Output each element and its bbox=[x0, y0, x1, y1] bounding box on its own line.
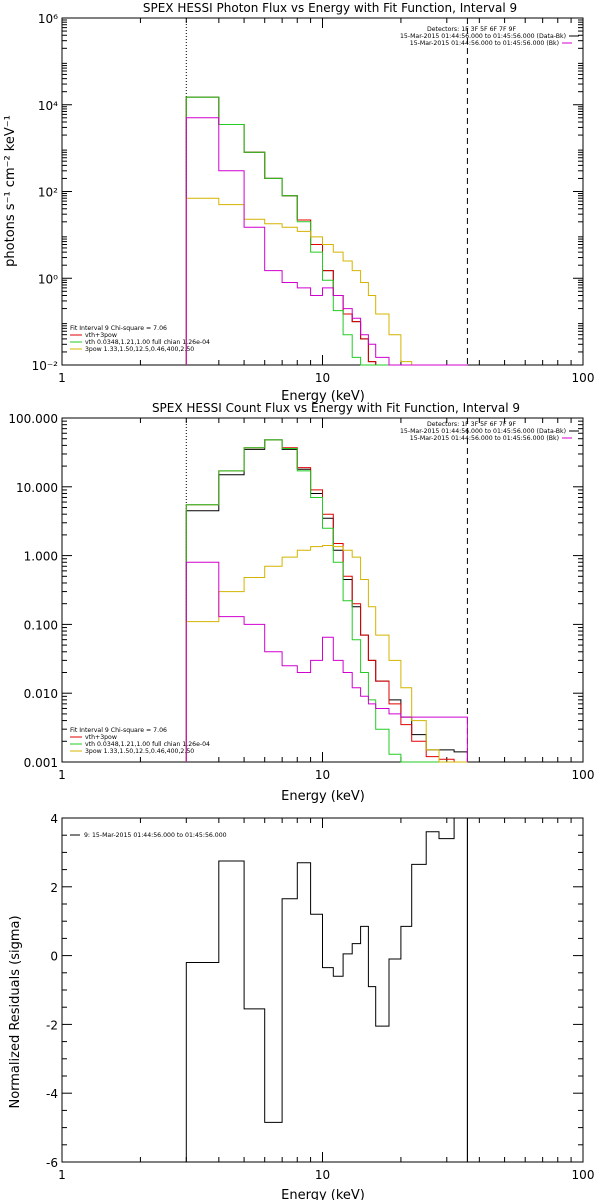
legend-top-count: Detectors: 1F 3F 5F 6F 7F 9F 15-Mar-2015… bbox=[400, 421, 579, 442]
series-residuals bbox=[185, 817, 468, 1162]
y-tick-label: 0.100 bbox=[24, 618, 58, 632]
legend-3pow: 3pow 1.33,1.50,12.5,0.46,400,2.50 bbox=[85, 346, 194, 353]
x-tick-label: 1 bbox=[58, 768, 66, 782]
series-bk bbox=[185, 117, 468, 366]
series-3pow bbox=[185, 197, 468, 366]
y-tick-label: 4 bbox=[50, 812, 58, 826]
y-tick-label: -6 bbox=[46, 1156, 58, 1170]
x-tick-label: 1 bbox=[58, 371, 66, 385]
legend-residuals: 9: 15-Mar-2015 01:44:56.000 to 01:45:56.… bbox=[70, 832, 227, 839]
plot-frame bbox=[61, 17, 584, 366]
y-tick-label: 10⁶ bbox=[38, 12, 58, 26]
y-tick-label: 2 bbox=[50, 881, 58, 895]
chart-title-photon: SPEX HESSI Photon Flux vs Energy with Fi… bbox=[143, 1, 517, 15]
x-tick-label: 100 bbox=[572, 371, 595, 385]
legend-bk-count: 15-Mar-2015 01:44:56.000 to 01:45:56.000… bbox=[410, 435, 559, 442]
y-axis-label-photon: photons s⁻¹ cm⁻² keV⁻¹ bbox=[3, 115, 18, 267]
legend-vth-count: vth 0.0348,1.21,1.00 full chian 1.26e-04 bbox=[85, 741, 210, 748]
legend-vth3pow-count: vth+3pow bbox=[85, 734, 117, 741]
y-tick-label: 100.000 bbox=[8, 412, 58, 426]
x-axis-label-count: Energy (keV) bbox=[281, 789, 365, 804]
y-tick-label: 0.010 bbox=[24, 687, 58, 701]
y-axis-label-residuals: Normalized Residuals (sigma) bbox=[8, 915, 23, 1108]
y-tick-label: -4 bbox=[46, 1087, 58, 1101]
legend-residuals-label: 9: 15-Mar-2015 01:44:56.000 to 01:45:56.… bbox=[84, 832, 227, 839]
legend-bottom-photon: Fit Interval 9 Chi-square = 7.06 vth+3po… bbox=[70, 325, 210, 353]
x-tick-label: 10 bbox=[315, 768, 330, 782]
chart-title-count: SPEX HESSI Count Flux vs Energy with Fit… bbox=[152, 401, 520, 415]
y-tick-label: 1.000 bbox=[24, 550, 58, 564]
y-tick-label: 10⁴ bbox=[38, 99, 58, 113]
legend-3pow-count: 3pow 1.33,1.50,12.5,0.46,400,2.50 bbox=[85, 748, 194, 755]
legend-vth: vth 0.0348,1.21,1.00 full chian 1.26e-04 bbox=[85, 339, 210, 346]
y-tick-label: 0 bbox=[50, 950, 58, 964]
y-tick-label: 10⁰ bbox=[38, 272, 58, 286]
series-vth bbox=[185, 439, 468, 763]
x-tick-label: 100 bbox=[572, 768, 595, 782]
legend-vth3pow: vth+3pow bbox=[85, 332, 117, 339]
legend-data-bk: 15-Mar-2015 01:44:56.000 to 01:45:56.000… bbox=[400, 33, 566, 40]
x-tick-label: 100 bbox=[572, 1168, 595, 1182]
x-tick-label: 1 bbox=[58, 1168, 66, 1182]
series-bk bbox=[185, 561, 468, 762]
series-vth bbox=[185, 96, 468, 366]
series-vth-3pow bbox=[185, 439, 468, 763]
legend-bottom-count: Fit Interval 9 Chi-square = 7.06 vth+3po… bbox=[70, 727, 210, 755]
legend-detectors: Detectors: 1F 3F 5F 6F 7F 9F bbox=[427, 26, 516, 33]
plot-frame bbox=[61, 417, 584, 763]
legend-fit-interval: Fit Interval 9 Chi-square = 7.06 bbox=[70, 325, 167, 332]
y-tick-label: 10⁻² bbox=[32, 359, 59, 373]
series-vth-3pow bbox=[185, 96, 468, 366]
series-data-bk bbox=[185, 439, 468, 762]
y-tick-label: -2 bbox=[46, 1018, 58, 1032]
legend-bk: 15-Mar-2015 01:44:56.000 to 01:45:56.000… bbox=[410, 40, 559, 47]
x-tick-label: 10 bbox=[315, 1168, 330, 1182]
y-tick-label: 0.001 bbox=[24, 756, 58, 770]
x-axis-label-residuals: Energy (keV) bbox=[281, 1188, 365, 1200]
plot-frame bbox=[61, 817, 584, 1163]
legend-top-photon: Detectors: 1F 3F 5F 6F 7F 9F 15-Mar-2015… bbox=[400, 26, 579, 47]
series-3pow bbox=[185, 545, 468, 763]
legend-data-bk-count: 15-Mar-2015 01:44:56.000 to 01:45:56.000… bbox=[400, 428, 566, 435]
legend-detectors-count: Detectors: 1F 3F 5F 6F 7F 9F bbox=[427, 421, 516, 428]
x-tick-label: 10 bbox=[315, 371, 330, 385]
y-tick-label: 10.000 bbox=[16, 481, 58, 495]
legend-fit-interval-count: Fit Interval 9 Chi-square = 7.06 bbox=[70, 727, 167, 734]
x-axis-label-photon: Energy (keV) bbox=[281, 389, 365, 404]
series-data-bk bbox=[185, 96, 468, 366]
y-tick-label: 10² bbox=[38, 186, 58, 200]
